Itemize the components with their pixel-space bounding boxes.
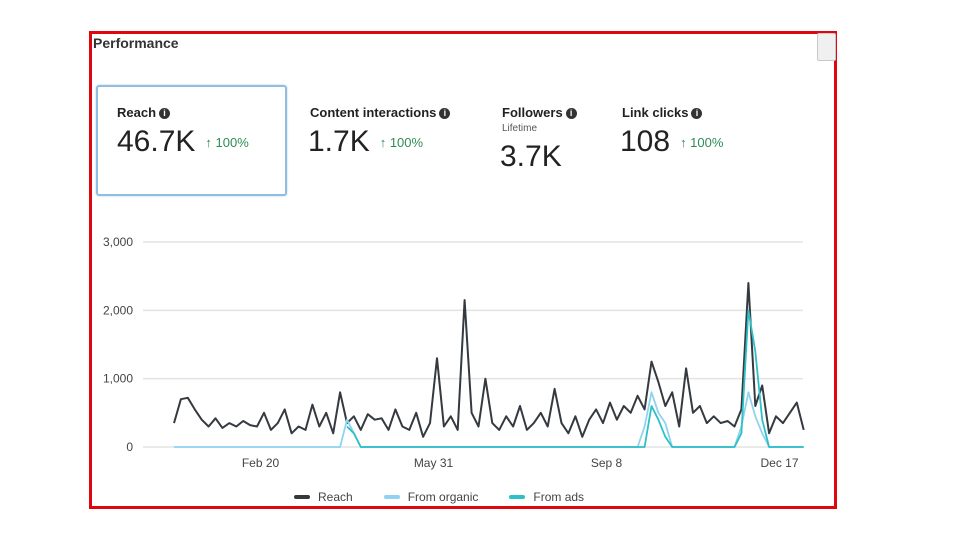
x-tick-label: Sep 8: [591, 456, 623, 470]
metric-link-clicks[interactable]: Link clicks i 108 ↑ 100%: [620, 85, 772, 192]
metric-label: Link clicks i: [622, 105, 703, 120]
legend-item-ads[interactable]: From ads: [509, 490, 584, 504]
metric-label-text: Followers: [502, 105, 563, 120]
info-icon[interactable]: i: [159, 108, 171, 119]
metric-value: 108 ↑ 100%: [620, 125, 723, 159]
metric-label: Reach i: [117, 105, 171, 120]
legend-label: Reach: [318, 490, 353, 504]
x-tick-label: May 31: [414, 456, 454, 470]
series-line-reach: [173, 282, 805, 438]
metric-change: ↑ 100%: [379, 135, 424, 150]
metric-value: 3.7K: [500, 140, 562, 173]
legend-swatch: [383, 495, 400, 499]
metric-label-text: Link clicks: [622, 105, 689, 120]
y-tick-label: 3,000: [103, 235, 133, 249]
card-title: Performance: [93, 35, 179, 51]
x-tick-label: Feb 20: [242, 456, 280, 470]
metric-label-text: Reach: [117, 105, 157, 120]
y-tick-label: 2,000: [103, 303, 133, 317]
metric-value-text: 1.7K: [308, 125, 370, 158]
metric-value: 1.7K ↑ 100%: [308, 125, 423, 159]
metric-value: 46.7K ↑ 100%: [117, 125, 249, 159]
info-icon[interactable]: i: [691, 108, 703, 119]
x-tick-label: Dec 17: [760, 456, 798, 470]
metric-content-interactions[interactable]: Content interactions i 1.7K ↑ 100%: [308, 85, 490, 192]
legend-swatch: [294, 495, 310, 499]
chart-legend: Reach From organic From ads: [294, 490, 584, 504]
metric-label: Content interactions i: [310, 105, 451, 120]
metric-label: Followers i: [502, 105, 577, 120]
metric-reach[interactable]: Reach i 46.7K ↑ 100%: [96, 85, 287, 196]
metric-change: ↑ 100%: [205, 135, 249, 150]
metric-sublabel: Lifetime: [502, 123, 538, 134]
legend-label: From organic: [407, 490, 479, 504]
y-tick-label: 0: [126, 440, 133, 454]
scrollbar[interactable]: [817, 33, 836, 61]
metric-followers[interactable]: Followers i Lifetime 3.7K: [500, 85, 602, 192]
metric-value-text: 108: [620, 125, 671, 158]
metric-value-text: 46.7K: [117, 125, 196, 158]
metric-label-text: Content interactions: [310, 105, 437, 120]
performance-card: [89, 31, 837, 509]
legend-swatch: [509, 495, 526, 499]
metric-change: ↑ 100%: [680, 135, 724, 150]
series-line-from-ads: [346, 309, 804, 448]
info-icon[interactable]: i: [439, 108, 451, 119]
legend-item-reach[interactable]: Reach: [294, 490, 353, 504]
info-icon[interactable]: i: [565, 108, 577, 119]
y-tick-label: 1,000: [103, 372, 133, 386]
legend-item-organic[interactable]: From organic: [383, 490, 479, 504]
legend-label: From ads: [533, 490, 585, 504]
